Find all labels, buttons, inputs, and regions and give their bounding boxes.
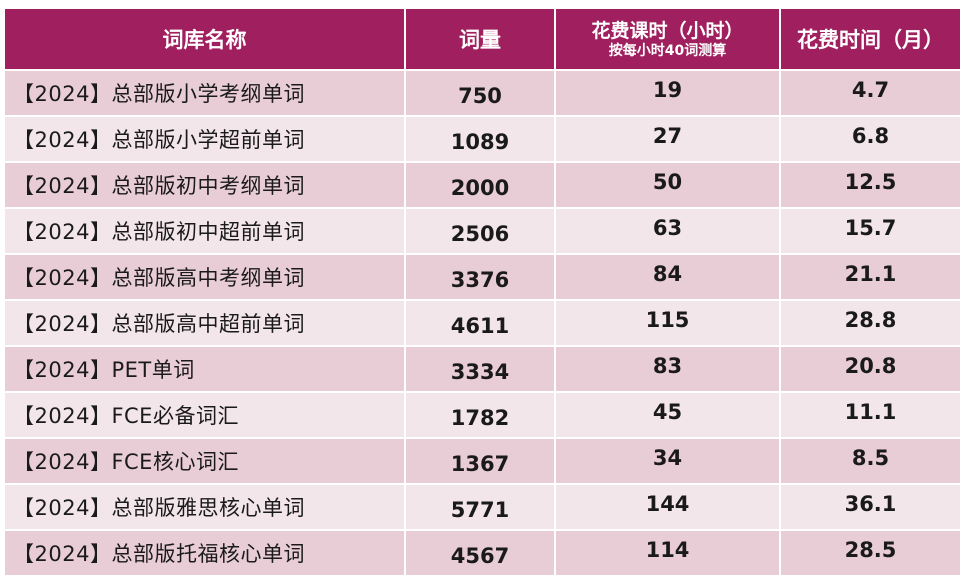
header-hours-label: 花费课时（小时） [591,19,744,42]
header-hours-sublabel: 按每小时40词测算 [608,42,727,59]
cell-count: 4567 [405,529,556,575]
cell-name: 【2024】总部版雅思核心单词 [5,483,406,530]
header-count: 词量 [405,9,556,70]
cell-months: 15.7 [780,207,960,254]
vocabulary-table: 词库名称 词量 花费课时（小时） 按每小时40词测算 花费时间（月） 【2024… [5,9,960,575]
cell-hours: 63 [555,207,781,254]
cell-count: 1089 [405,115,556,162]
cell-hours: 34 [555,437,781,484]
table-row: 【2024】FCE必备词汇 1782 45 11.1 [5,391,960,438]
cell-months: 36.1 [780,483,960,530]
cell-hours: 83 [555,345,781,392]
cell-hours: 45 [555,391,781,438]
cell-name: 【2024】总部版托福核心单词 [5,529,406,575]
cell-name: 【2024】总部版小学考纲单词 [5,69,406,116]
cell-count: 2506 [405,207,556,254]
table-row: 【2024】总部版初中考纲单词 2000 50 12.5 [5,161,960,208]
table-row: 【2024】总部版初中超前单词 2506 63 15.7 [5,207,960,254]
cell-months: 4.7 [780,69,960,116]
table-header-row: 词库名称 词量 花费课时（小时） 按每小时40词测算 花费时间（月） [5,9,960,70]
cell-name: 【2024】总部版初中超前单词 [5,207,406,254]
cell-count: 1367 [405,437,556,484]
cell-hours: 19 [555,69,781,116]
header-months: 花费时间（月） [780,9,960,70]
table-row: 【2024】总部版托福核心单词 4567 114 28.5 [5,529,960,575]
cell-count: 3334 [405,345,556,392]
cell-hours: 50 [555,161,781,208]
cell-hours: 84 [555,253,781,300]
cell-months: 12.5 [780,161,960,208]
cell-hours: 114 [555,529,781,575]
cell-months: 8.5 [780,437,960,484]
table-row: 【2024】总部版小学超前单词 1089 27 6.8 [5,115,960,162]
cell-months: 6.8 [780,115,960,162]
cell-months: 11.1 [780,391,960,438]
cell-hours: 115 [555,299,781,346]
cell-count: 1782 [405,391,556,438]
vocabulary-table-container: 词库名称 词量 花费课时（小时） 按每小时40词测算 花费时间（月） 【2024… [5,9,960,575]
cell-count: 5771 [405,483,556,530]
cell-months: 21.1 [780,253,960,300]
cell-months: 20.8 [780,345,960,392]
cell-count: 750 [405,69,556,116]
cell-name: 【2024】总部版小学超前单词 [5,115,406,162]
cell-count: 3376 [405,253,556,300]
cell-name: 【2024】PET单词 [5,345,406,392]
cell-hours: 27 [555,115,781,162]
cell-months: 28.8 [780,299,960,346]
cell-name: 【2024】FCE必备词汇 [5,391,406,438]
table-row: 【2024】总部版高中考纲单词 3376 84 21.1 [5,253,960,300]
cell-name: 【2024】总部版高中考纲单词 [5,253,406,300]
cell-hours: 144 [555,483,781,530]
cell-name: 【2024】总部版初中考纲单词 [5,161,406,208]
table-row: 【2024】FCE核心词汇 1367 34 8.5 [5,437,960,484]
cell-name: 【2024】总部版高中超前单词 [5,299,406,346]
cell-count: 2000 [405,161,556,208]
header-hours: 花费课时（小时） 按每小时40词测算 [555,9,781,70]
cell-count: 4611 [405,299,556,346]
table-row: 【2024】总部版高中超前单词 4611 115 28.8 [5,299,960,346]
table-row: 【2024】总部版雅思核心单词 5771 144 36.1 [5,483,960,530]
table-row: 【2024】PET单词 3334 83 20.8 [5,345,960,392]
table-row: 【2024】总部版小学考纲单词 750 19 4.7 [5,69,960,116]
cell-months: 28.5 [780,529,960,575]
cell-name: 【2024】FCE核心词汇 [5,437,406,484]
header-name: 词库名称 [5,9,406,70]
